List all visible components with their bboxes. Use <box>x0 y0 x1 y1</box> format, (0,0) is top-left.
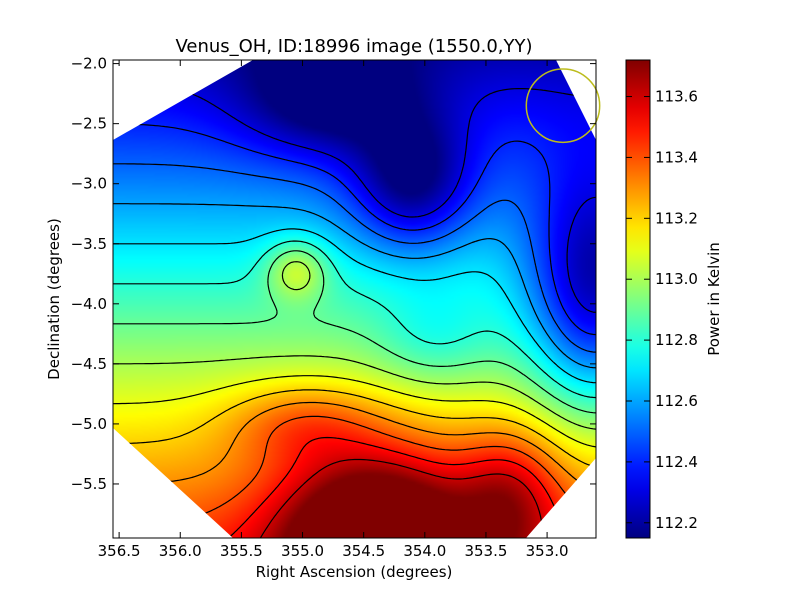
x-tick-label: 354.5 <box>342 542 385 560</box>
contour-level-2 <box>113 163 596 353</box>
x-axis-label: Right Ascension (degrees) <box>256 563 453 581</box>
colorbar-gradient <box>625 59 651 539</box>
colorbar-tick-label: 113.4 <box>655 148 698 166</box>
x-tick-label: 355.5 <box>220 542 263 560</box>
contour-level-7 <box>113 261 596 430</box>
colorbar-tick-label: 112.2 <box>655 514 698 532</box>
contour-level-3 <box>113 203 596 369</box>
heatmap-image <box>113 60 596 538</box>
x-tick-label: 353.0 <box>526 542 569 560</box>
y-tick-label: −5.5 <box>71 475 107 493</box>
x-axis-ticks: 356.5 356.0 355.5 355.0 354.5 354.0 353.5 353.0 <box>98 60 569 560</box>
contour-level-4 <box>113 228 596 384</box>
colorbar-tick-label: 112.6 <box>655 392 698 410</box>
contour-level-12 <box>228 436 569 538</box>
colorbar-tick-label: 112.4 <box>655 453 698 471</box>
y-tick-label: −5.0 <box>71 415 107 433</box>
colorbar-label: Power in Kelvin <box>705 242 723 356</box>
y-axis-ticks: −2.0 −2.5 −3.0 −3.5 −4.0 −4.5 −5.0 −5.5 <box>71 55 596 493</box>
y-axis-label: Declination (degrees) <box>45 218 63 380</box>
chart-title: Venus_OH, ID:18996 image (1550.0,YY) <box>175 36 532 57</box>
y-tick-label: −2.0 <box>71 55 107 73</box>
contour-level-5 <box>113 240 596 399</box>
x-tick-label: 356.5 <box>98 542 141 560</box>
y-tick-label: −4.0 <box>71 295 107 313</box>
colorbar: 112.2 112.4 112.6 112.8 113.0 113.2 113.4 113.6 <box>625 59 698 539</box>
plot-frame <box>112 59 597 539</box>
contour-level-6 <box>113 250 596 414</box>
x-tick-label: 354.0 <box>403 542 446 560</box>
colorbar-tick-label: 113.2 <box>655 209 698 227</box>
y-tick-label: −3.5 <box>71 235 107 253</box>
y-tick-label: −4.5 <box>71 355 107 373</box>
x-tick-label: 355.0 <box>281 542 324 560</box>
contour-lines <box>113 83 596 538</box>
plot-area: 356.5 356.0 355.5 355.0 354.5 354.0 353.5 353.0… <box>71 55 601 560</box>
y-tick-label: −3.0 <box>71 175 107 193</box>
colorbar-tick-label: 112.8 <box>655 331 698 349</box>
contour-level-8 <box>113 375 596 448</box>
y-tick-label: −2.5 <box>71 115 107 133</box>
contour-level-13 <box>259 458 544 538</box>
x-tick-label: 356.0 <box>159 542 202 560</box>
colorbar-tick-label: 113.0 <box>655 270 698 288</box>
colorbar-tick-label: 113.6 <box>655 88 698 106</box>
contour-level-9 <box>113 389 596 468</box>
x-tick-label: 353.5 <box>464 542 507 560</box>
colorbar-ticks: 112.2 112.4 112.6 112.8 113.0 113.2 113.4 113.6 <box>626 88 698 532</box>
beam-circle <box>525 68 601 144</box>
